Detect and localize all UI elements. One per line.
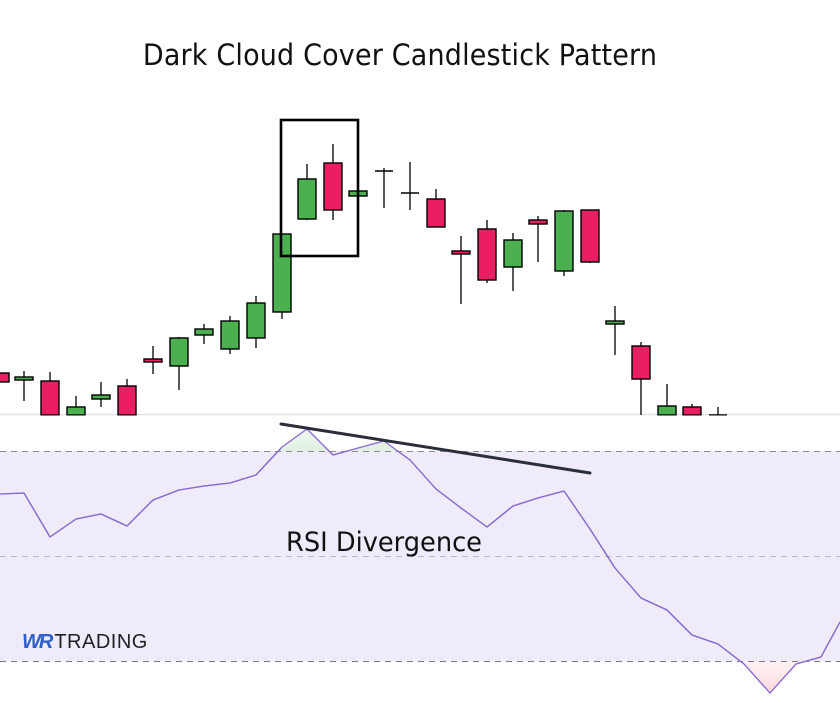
candle-body <box>143 358 163 363</box>
candle-body <box>66 406 86 416</box>
candle-bear <box>580 209 600 263</box>
candle-body <box>528 219 548 225</box>
rsi-line <box>0 428 840 694</box>
pattern-highlight-box <box>279 118 360 258</box>
candle-body <box>169 337 189 367</box>
candle-body <box>503 239 523 268</box>
candle-bear <box>40 372 60 416</box>
candle-bear <box>451 236 471 304</box>
candle-bull <box>91 382 111 407</box>
candle-body <box>580 209 600 263</box>
rsi-divergence-label: RSI Divergence <box>286 527 482 558</box>
chart-title: Dark Cloud Cover Candlestick Pattern <box>142 38 658 72</box>
candle-bull <box>194 324 214 344</box>
candlestick-panel <box>0 144 840 694</box>
annotations <box>279 118 592 475</box>
candle-body <box>220 320 240 350</box>
candle-body <box>297 178 317 220</box>
candle-doji <box>401 162 419 210</box>
candle-bull <box>14 371 34 401</box>
candle-bear <box>117 379 137 416</box>
candle-doji <box>709 407 727 416</box>
candle-bear <box>477 220 497 283</box>
candle-body <box>477 228 497 281</box>
candle-bull <box>220 316 240 354</box>
rsi-panel <box>0 413 840 694</box>
candle-body <box>194 328 214 336</box>
logo-text: TRADING <box>54 631 148 653</box>
candle-body <box>451 250 471 255</box>
candle-body <box>117 385 137 416</box>
logo-mark: WR <box>22 631 53 653</box>
candle-bear <box>528 216 548 262</box>
candle-body <box>657 405 677 416</box>
candle-bull <box>246 296 266 348</box>
candle-body <box>605 320 625 325</box>
candle-bear <box>143 346 163 374</box>
candle-bear <box>0 372 10 383</box>
candle-body <box>246 302 266 339</box>
candle-doji <box>375 168 393 208</box>
candle-bull <box>657 384 677 416</box>
candle-body <box>0 372 10 383</box>
candle-bear <box>426 189 446 228</box>
candle-body <box>426 198 446 228</box>
candle-bull <box>169 337 189 390</box>
candle-bear <box>682 404 702 416</box>
candle-body <box>554 210 574 272</box>
oversold-fill <box>740 661 807 693</box>
candle-bear <box>631 342 651 415</box>
wr-trading-logo: WR TRADING <box>22 631 148 654</box>
candle-body <box>682 406 702 416</box>
divergence-trendline <box>279 422 592 475</box>
candle-bull <box>605 306 625 355</box>
candle-body <box>91 394 111 400</box>
candle-bull <box>297 164 317 220</box>
candle-body <box>14 376 34 381</box>
candle-bull <box>554 210 574 276</box>
candle-bull <box>66 396 86 416</box>
candle-body <box>323 162 343 211</box>
candle-bear <box>323 144 343 220</box>
candle-body <box>40 380 60 416</box>
candle-body <box>631 345 651 380</box>
candle-bull <box>503 233 523 291</box>
